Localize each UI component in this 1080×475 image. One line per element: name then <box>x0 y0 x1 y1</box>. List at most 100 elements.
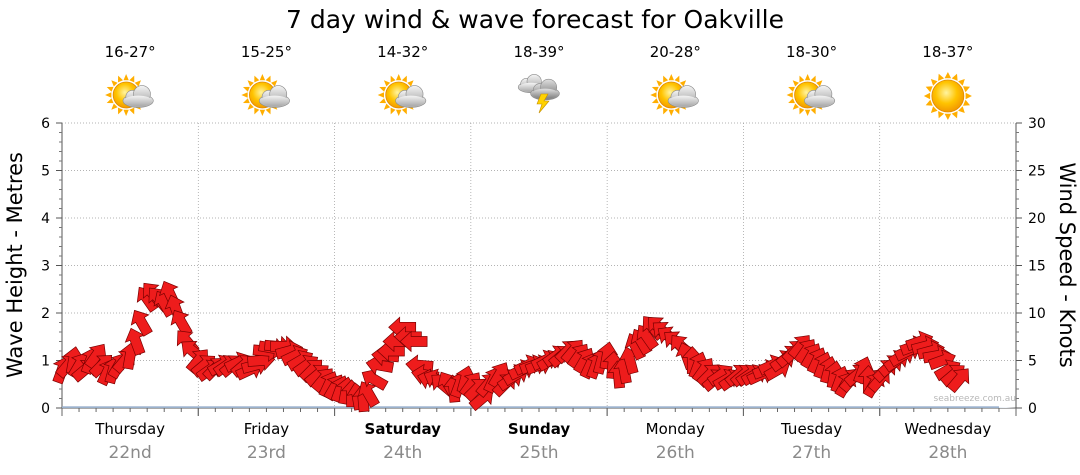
sun-ray <box>106 98 114 104</box>
sun-ray <box>804 109 811 116</box>
right-tick-label: 0 <box>1028 401 1037 417</box>
sun-ray <box>383 103 391 110</box>
cloud-fill <box>396 95 425 107</box>
cloud-shape <box>530 78 560 101</box>
sun-ray <box>650 92 657 98</box>
right-tick-label: 15 <box>1028 259 1046 275</box>
sun-ray <box>265 75 271 83</box>
left-tick-label: 3 <box>41 259 50 275</box>
wind-arrow <box>170 309 193 337</box>
sun-ray <box>674 75 680 83</box>
sun-ray <box>799 107 805 115</box>
sun-ray <box>254 107 260 115</box>
sun-ray <box>816 80 823 87</box>
left-tick-label: 6 <box>41 116 50 132</box>
sun-ray <box>396 74 402 81</box>
sun-ray <box>792 80 799 87</box>
cloud-shape <box>517 74 545 94</box>
sun-ray <box>958 106 965 113</box>
sun-ray <box>651 86 659 92</box>
left-tick-label: 0 <box>41 401 50 417</box>
cloud-shape <box>258 85 290 108</box>
partly-cloudy-icon <box>650 74 699 116</box>
day-date: 28th <box>928 443 967 463</box>
sun-disc <box>931 79 965 113</box>
watermark: seabreeze.com.au <box>934 394 1016 404</box>
left-tick-label: 1 <box>41 354 50 370</box>
sun-ray <box>129 107 135 115</box>
sun-ray <box>679 80 687 87</box>
sun-ray <box>106 86 114 92</box>
sun-ray <box>259 109 266 116</box>
sun-ray <box>799 75 805 83</box>
left-tick-label: 2 <box>41 306 50 322</box>
left-tick-label: 4 <box>41 211 50 227</box>
sun-ray <box>663 107 669 115</box>
day-date: 27th <box>792 443 831 463</box>
cloud-fill <box>531 88 559 99</box>
sun-ray <box>925 99 933 106</box>
sun-ray <box>390 75 396 83</box>
wind-arrow <box>124 327 146 356</box>
sun-ray <box>944 72 952 79</box>
sun-ray <box>123 109 129 116</box>
sun-ray <box>668 109 674 116</box>
cloud-fill <box>123 95 153 107</box>
sun-ray <box>247 103 254 110</box>
right-tick-label: 30 <box>1028 116 1046 132</box>
day-date: 22nd <box>109 443 152 463</box>
sun-ray <box>271 80 278 87</box>
day-date: 25th <box>519 443 558 463</box>
sun-ray <box>792 103 799 110</box>
cloud-fill <box>260 95 289 107</box>
sun-ray <box>786 92 793 98</box>
day-temperature: 14-32° <box>377 43 428 61</box>
sun-ray <box>656 103 663 110</box>
sun-ray <box>810 75 816 83</box>
sun-ray <box>254 75 260 83</box>
sun-ray <box>951 73 958 81</box>
sun-ray <box>265 107 271 115</box>
sun-ray <box>930 79 938 86</box>
day-labels: Thursday 22nd Friday 23rd Saturday 24th Sunday… <box>61 408 1017 463</box>
right-axis-title: Wind Speed - Knots <box>1055 162 1079 367</box>
day-name: Sunday <box>508 420 571 438</box>
sun-ray <box>663 75 669 83</box>
right-tick-label: 25 <box>1028 164 1046 180</box>
partly-cloudy-icon <box>377 74 427 116</box>
sun-ray <box>923 92 931 100</box>
day-date: 23rd <box>247 443 286 463</box>
sun-ray <box>118 75 123 83</box>
day-name: Tuesday <box>780 420 842 438</box>
day-name: Thursday <box>94 420 165 438</box>
cloud-shape <box>122 85 154 108</box>
sun-ray <box>129 75 135 83</box>
sun-ray <box>938 73 945 81</box>
day-temperature: 15-25° <box>241 43 292 61</box>
day-temperature: 18-30° <box>786 43 837 61</box>
right-tick-label: 5 <box>1028 354 1037 370</box>
sun-ray <box>111 80 118 87</box>
wind-arrow <box>130 309 153 337</box>
wind-arrow <box>399 330 428 353</box>
sun-ray <box>804 74 811 81</box>
partly-cloudy-icon <box>241 74 290 116</box>
sun-ray <box>123 74 129 81</box>
lightning-bolt <box>536 93 550 114</box>
day-date: 26th <box>656 443 695 463</box>
sun-ray <box>105 92 112 98</box>
day-name: Saturday <box>365 420 442 438</box>
cloud-shape <box>395 85 427 108</box>
sun-ray <box>396 109 402 116</box>
chart-title: 7 day wind & wave forecast for Oakville <box>286 5 784 34</box>
sun-ray <box>958 79 965 86</box>
sun-ray <box>925 86 933 93</box>
sun-ray <box>401 107 407 115</box>
sun-ray <box>951 111 958 119</box>
day-temperature: 18-39° <box>513 43 564 61</box>
cloud-fill <box>805 95 834 107</box>
sun-ray <box>243 98 250 104</box>
sun-ray <box>963 99 970 106</box>
cloud-fill <box>669 95 698 107</box>
left-tick-label: 5 <box>41 164 50 180</box>
